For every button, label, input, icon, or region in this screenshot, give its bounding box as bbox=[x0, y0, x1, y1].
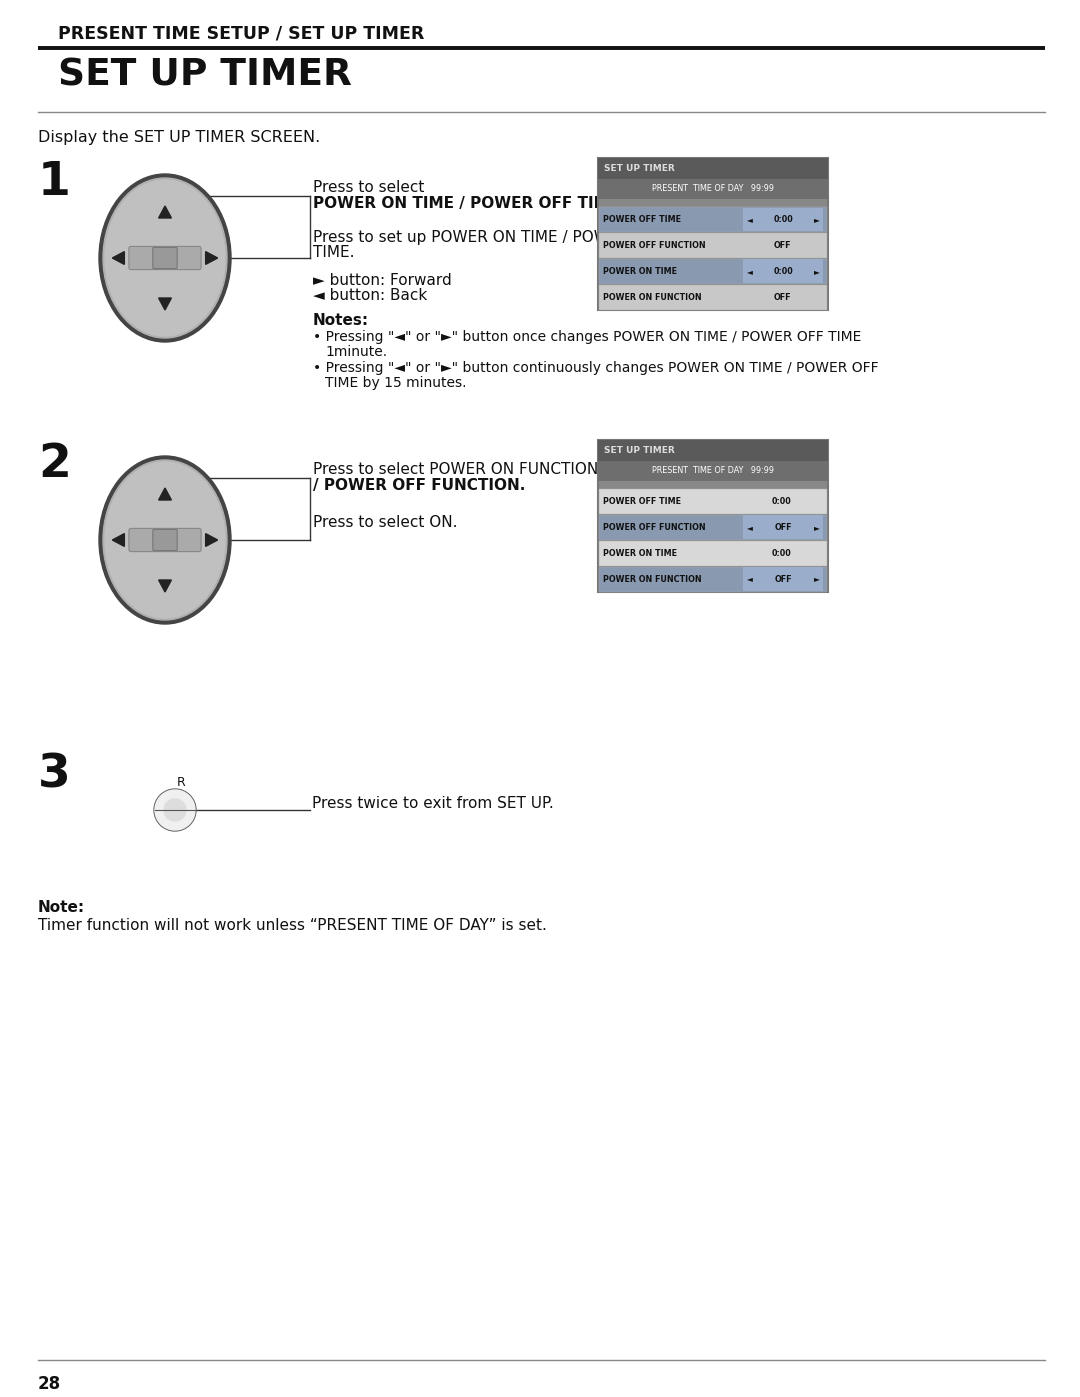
Text: Press twice to exit from SET UP.: Press twice to exit from SET UP. bbox=[312, 796, 554, 812]
Text: ►: ► bbox=[813, 574, 820, 584]
FancyBboxPatch shape bbox=[743, 567, 823, 591]
FancyBboxPatch shape bbox=[598, 461, 828, 481]
Text: 28: 28 bbox=[38, 1375, 62, 1393]
Text: PRESENT TIME SETUP / SET UP TIMER: PRESENT TIME SETUP / SET UP TIMER bbox=[58, 24, 424, 42]
Text: POWER ON FUNCTION: POWER ON FUNCTION bbox=[603, 292, 702, 302]
Text: ◄: ◄ bbox=[747, 522, 753, 532]
FancyBboxPatch shape bbox=[598, 158, 828, 310]
Circle shape bbox=[164, 799, 186, 821]
Text: POWER OFF TIME: POWER OFF TIME bbox=[603, 215, 681, 224]
Text: POWER OFF FUNCTION: POWER OFF FUNCTION bbox=[603, 240, 705, 250]
Text: 1: 1 bbox=[38, 161, 71, 205]
Text: Press to select ON.: Press to select ON. bbox=[313, 515, 458, 529]
Text: OFF: OFF bbox=[774, 522, 792, 532]
FancyBboxPatch shape bbox=[129, 528, 201, 552]
FancyBboxPatch shape bbox=[599, 541, 827, 566]
FancyBboxPatch shape bbox=[598, 158, 828, 179]
Text: Timer function will not work unless “PRESENT TIME OF DAY” is set.: Timer function will not work unless “PRE… bbox=[38, 918, 546, 933]
FancyBboxPatch shape bbox=[599, 285, 827, 310]
Text: TIME.: TIME. bbox=[313, 244, 354, 260]
Text: 2: 2 bbox=[38, 441, 71, 488]
FancyBboxPatch shape bbox=[598, 440, 828, 592]
FancyBboxPatch shape bbox=[743, 515, 823, 539]
Text: 1minute.: 1minute. bbox=[325, 345, 387, 359]
Text: POWER OFF FUNCTION: POWER OFF FUNCTION bbox=[603, 522, 705, 532]
FancyBboxPatch shape bbox=[743, 208, 823, 232]
Polygon shape bbox=[205, 251, 218, 264]
Text: ►: ► bbox=[813, 267, 820, 275]
Text: POWER ON FUNCTION: POWER ON FUNCTION bbox=[603, 574, 702, 584]
Text: 0:00: 0:00 bbox=[772, 497, 792, 506]
Text: SET UP TIMER: SET UP TIMER bbox=[604, 446, 675, 455]
Polygon shape bbox=[205, 534, 218, 546]
Text: ► button: Forward: ► button: Forward bbox=[313, 272, 451, 288]
Text: Press to set up POWER ON TIME / POWER OFF: Press to set up POWER ON TIME / POWER OF… bbox=[313, 231, 663, 244]
Text: SET UP TIMER: SET UP TIMER bbox=[58, 59, 352, 94]
Ellipse shape bbox=[103, 460, 227, 620]
Text: POWER OFF TIME: POWER OFF TIME bbox=[603, 497, 681, 506]
Ellipse shape bbox=[99, 455, 231, 624]
Text: Notes:: Notes: bbox=[313, 313, 369, 328]
Text: • Pressing "◄" or "►" button continuously changes POWER ON TIME / POWER OFF: • Pressing "◄" or "►" button continuousl… bbox=[313, 360, 879, 374]
Polygon shape bbox=[159, 580, 172, 592]
Text: • Pressing "◄" or "►" button once changes POWER ON TIME / POWER OFF TIME: • Pressing "◄" or "►" button once change… bbox=[313, 330, 862, 344]
Text: 0:00: 0:00 bbox=[772, 549, 792, 557]
Ellipse shape bbox=[105, 462, 225, 617]
Text: SET UP TIMER: SET UP TIMER bbox=[604, 163, 675, 173]
Text: Press to select POWER ON FUNCTION: Press to select POWER ON FUNCTION bbox=[313, 462, 598, 476]
Text: OFF: OFF bbox=[773, 240, 791, 250]
FancyBboxPatch shape bbox=[599, 515, 827, 539]
Text: ◄: ◄ bbox=[747, 267, 753, 275]
Text: PRESENT  TIME OF DAY   99:99: PRESENT TIME OF DAY 99:99 bbox=[652, 467, 774, 475]
Polygon shape bbox=[112, 534, 124, 546]
Text: Note:: Note: bbox=[38, 900, 85, 915]
FancyBboxPatch shape bbox=[153, 247, 177, 268]
Polygon shape bbox=[159, 488, 172, 500]
Text: 0:00: 0:00 bbox=[773, 267, 793, 275]
Text: POWER ON TIME: POWER ON TIME bbox=[603, 549, 677, 557]
Ellipse shape bbox=[103, 177, 227, 338]
Text: 0:00: 0:00 bbox=[773, 215, 793, 224]
FancyBboxPatch shape bbox=[598, 179, 828, 198]
Ellipse shape bbox=[105, 180, 225, 337]
Polygon shape bbox=[112, 251, 124, 264]
FancyBboxPatch shape bbox=[599, 258, 827, 284]
Text: 3: 3 bbox=[38, 752, 71, 798]
Text: / POWER OFF FUNCTION.: / POWER OFF FUNCTION. bbox=[313, 478, 525, 493]
FancyBboxPatch shape bbox=[599, 567, 827, 591]
FancyBboxPatch shape bbox=[598, 440, 828, 461]
FancyBboxPatch shape bbox=[599, 233, 827, 258]
FancyBboxPatch shape bbox=[129, 246, 201, 270]
Text: ◄: ◄ bbox=[747, 574, 753, 584]
Text: TIME by 15 minutes.: TIME by 15 minutes. bbox=[325, 376, 467, 390]
Text: ◄: ◄ bbox=[747, 215, 753, 224]
FancyBboxPatch shape bbox=[153, 529, 177, 550]
Polygon shape bbox=[159, 298, 172, 310]
Text: Press to select: Press to select bbox=[313, 180, 424, 196]
Text: OFF: OFF bbox=[773, 292, 791, 302]
Polygon shape bbox=[159, 205, 172, 218]
Text: ►: ► bbox=[813, 215, 820, 224]
Text: OFF: OFF bbox=[774, 574, 792, 584]
Text: ►: ► bbox=[813, 522, 820, 532]
Text: ◄ button: Back: ◄ button: Back bbox=[313, 288, 428, 303]
Text: POWER ON TIME: POWER ON TIME bbox=[603, 267, 677, 275]
Text: POWER ON TIME / POWER OFF TIME.: POWER ON TIME / POWER OFF TIME. bbox=[313, 196, 624, 211]
FancyBboxPatch shape bbox=[599, 489, 827, 514]
Text: R: R bbox=[177, 775, 186, 789]
FancyBboxPatch shape bbox=[743, 260, 823, 284]
Circle shape bbox=[154, 789, 195, 831]
Text: PRESENT  TIME OF DAY   99:99: PRESENT TIME OF DAY 99:99 bbox=[652, 184, 774, 193]
Circle shape bbox=[156, 789, 195, 830]
Text: Display the SET UP TIMER SCREEN.: Display the SET UP TIMER SCREEN. bbox=[38, 130, 321, 145]
Ellipse shape bbox=[99, 175, 231, 342]
FancyBboxPatch shape bbox=[599, 207, 827, 232]
